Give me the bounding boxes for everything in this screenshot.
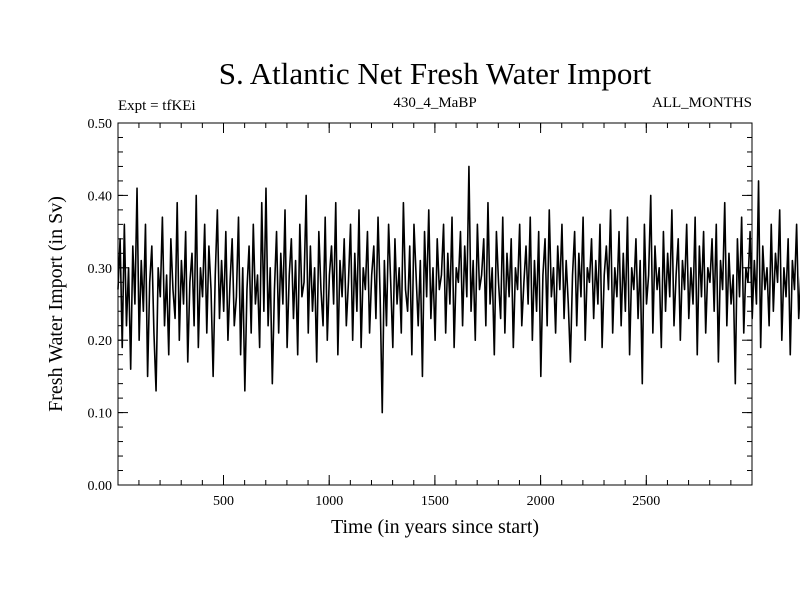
y-tick-label: 0.00 [88,479,113,494]
x-tick-label: 2500 [632,494,660,509]
y-tick-label: 0.40 [88,189,113,204]
x-tick-label: 1500 [421,494,449,509]
x-tick-label: 1000 [315,494,343,509]
series-line-0 [117,165,800,414]
y-tick-label: 0.50 [88,117,113,132]
x-axis-label: Time (in years since start) [331,516,539,538]
chart-title: S. Atlantic Net Fresh Water Import [219,56,652,91]
y-tick-label: 0.20 [88,334,113,349]
x-tick-label: 2000 [527,494,555,509]
run-label: 430_4_MaBP [393,95,476,111]
tick-labels: 0.00 0.10 0.20 0.30 0.40 0.50 500 1000 1500 2000 2… [88,117,661,509]
months-label: ALL_MONTHS [652,95,752,111]
plot-frame [117,122,753,486]
y-tick-label: 0.30 [88,262,113,277]
axis-ticks [118,122,752,486]
x-tick-label: 500 [213,494,234,509]
experiment-label: Expt = tfKEi [118,98,196,114]
y-axis-label: Fresh Water Import (in Sv) [45,196,67,412]
y-tick-label: 0.10 [88,407,113,422]
plot-area [117,165,800,414]
